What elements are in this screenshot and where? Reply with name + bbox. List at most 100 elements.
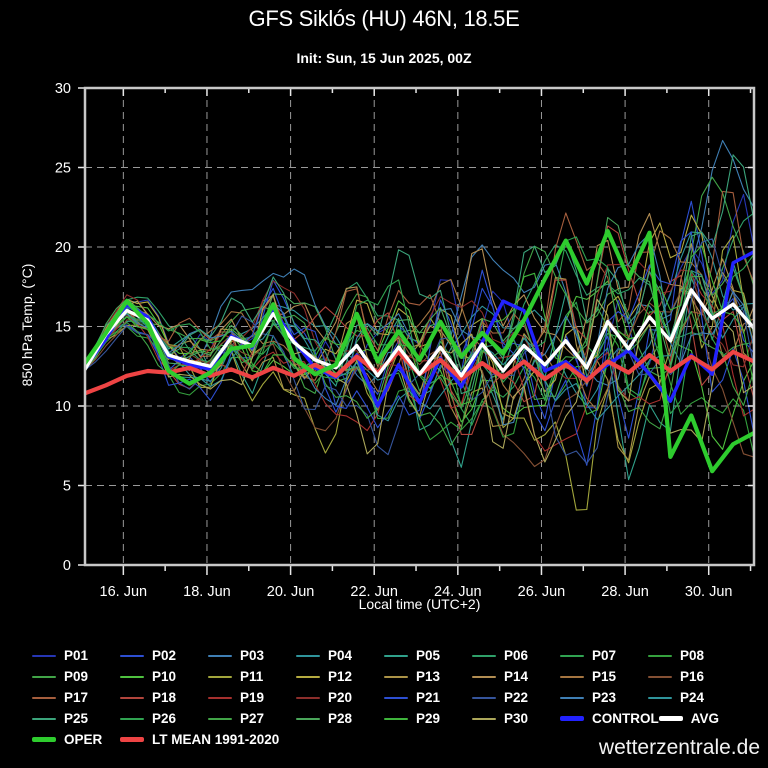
legend-item-p08: P08 (648, 648, 736, 663)
legend-swatch (384, 654, 408, 657)
legend-label: CONTROL (592, 711, 659, 726)
legend-item-p15: P15 (560, 669, 648, 684)
legend-item-p14: P14 (472, 669, 560, 684)
x-tick-label: 26. Jun (518, 584, 566, 600)
legend-item-p09: P09 (32, 669, 120, 684)
legend-label: P13 (416, 669, 441, 684)
legend-item-p10: P10 (120, 669, 208, 684)
legend-label: P21 (416, 690, 441, 705)
legend-item-p04: P04 (296, 648, 384, 663)
legend-swatch (560, 654, 584, 657)
legend-label: P23 (592, 690, 617, 705)
legend-swatch (384, 717, 408, 720)
legend-swatch (32, 717, 56, 720)
legend-swatch (648, 675, 672, 678)
x-tick-label: 16. Jun (100, 584, 148, 600)
legend-row: P17 P18 P19 P20 P21 P22 P23 P24 (32, 687, 762, 708)
ensemble-member-line-p28 (85, 216, 754, 402)
x-axis-label: Local time (UTC+2) (358, 596, 481, 612)
legend-label: P07 (592, 648, 617, 663)
legend-swatch (296, 675, 320, 678)
grid-lines (85, 88, 754, 565)
legend-item-p16: P16 (648, 669, 736, 684)
legend-item-p20: P20 (296, 690, 384, 705)
x-tick-label: 18. Jun (183, 584, 231, 600)
x-tick-label: 24. Jun (434, 584, 482, 600)
legend-item-p05: P05 (384, 648, 472, 663)
legend-label: P02 (152, 648, 177, 663)
legend-swatch (32, 737, 56, 742)
legend-item-p25: P25 (32, 711, 120, 726)
legend-item-lt-mean-1991-2020: LT MEAN 1991-2020 (120, 732, 279, 747)
legend-swatch (120, 654, 144, 657)
legend-swatch (296, 717, 320, 720)
series-line-oper (85, 229, 754, 474)
legend-row: P01 P02 P03 P04 P05 P06 P07 P08 (32, 645, 762, 666)
legend-swatch (472, 654, 496, 657)
legend-swatch (384, 696, 408, 699)
legend-swatch (560, 675, 584, 678)
legend: P01 P02 P03 P04 P05 P06 P07 P08 P09 P10 P11 P12 P13 P… (32, 645, 762, 750)
legend-label: OPER (64, 732, 103, 747)
legend-item-avg: AVG (658, 711, 747, 726)
legend-label: P28 (328, 711, 353, 726)
series-line-avg (85, 288, 754, 378)
legend-item-p21: P21 (384, 690, 472, 705)
legend-item-p12: P12 (296, 669, 384, 684)
ensemble-member-line-p25 (85, 154, 754, 395)
ensemble-member-line-p12 (85, 214, 754, 420)
legend-label: P25 (64, 711, 89, 726)
legend-row: P09 P10 P11 P12 P13 P14 P15 P16 (32, 666, 762, 687)
legend-label: LT MEAN 1991-2020 (152, 732, 280, 747)
watermark: wetterzentrale.de (598, 736, 760, 759)
legend-item-p17: P17 (32, 690, 120, 705)
legend-label: P06 (504, 648, 529, 663)
legend-swatch (560, 696, 584, 699)
legend-label: P17 (64, 690, 89, 705)
legend-swatch (32, 696, 56, 699)
legend-swatch (120, 675, 144, 678)
legend-item-p19: P19 (208, 690, 296, 705)
legend-swatch (120, 737, 144, 742)
ensemble-member-line-p07 (85, 301, 754, 426)
legend-label: P01 (64, 648, 89, 663)
legend-item-p03: P03 (208, 648, 296, 663)
legend-swatch (208, 696, 232, 699)
legend-label: P16 (680, 669, 705, 684)
legend-label: P10 (152, 669, 177, 684)
legend-item-oper: OPER (32, 732, 120, 747)
legend-item-p28: P28 (296, 711, 384, 726)
series-line-control (85, 250, 754, 408)
legend-swatch (296, 696, 320, 699)
legend-swatch (208, 675, 232, 678)
legend-label: P15 (592, 669, 617, 684)
legend-item-p30: P30 (472, 711, 560, 726)
legend-label: P20 (328, 690, 353, 705)
legend-row: P25 P26 P27 P28 P29 P30 CONTROL AVG (32, 708, 762, 729)
ensemble-member-line-p14 (85, 212, 754, 371)
legend-swatch (120, 717, 144, 720)
legend-label: P27 (240, 711, 265, 726)
legend-item-p13: P13 (384, 669, 472, 684)
legend-label: P26 (152, 711, 177, 726)
plot-frame (83, 86, 756, 567)
legend-swatch (648, 654, 672, 657)
legend-swatch (120, 696, 144, 699)
legend-label: P03 (240, 648, 265, 663)
y-tick-label: 20 (55, 240, 71, 256)
y-tick-label: 0 (63, 558, 71, 574)
ensemble-member-lines (85, 139, 754, 511)
legend-item-p01: P01 (32, 648, 120, 663)
legend-item-p29: P29 (384, 711, 472, 726)
legend-item-p02: P02 (120, 648, 208, 663)
tick-labels: 16. Jun 18. Jun 20. Jun 22. Jun 24. Jun 26. J… (55, 81, 733, 600)
legend-swatch (296, 654, 320, 657)
legend-label: P19 (240, 690, 265, 705)
legend-label: P04 (328, 648, 353, 663)
ensemble-member-line-p21 (85, 231, 754, 466)
legend-label: P12 (328, 669, 353, 684)
legend-swatch (472, 675, 496, 678)
legend-item-control: CONTROL (560, 711, 659, 726)
main-series-lines (85, 229, 754, 474)
